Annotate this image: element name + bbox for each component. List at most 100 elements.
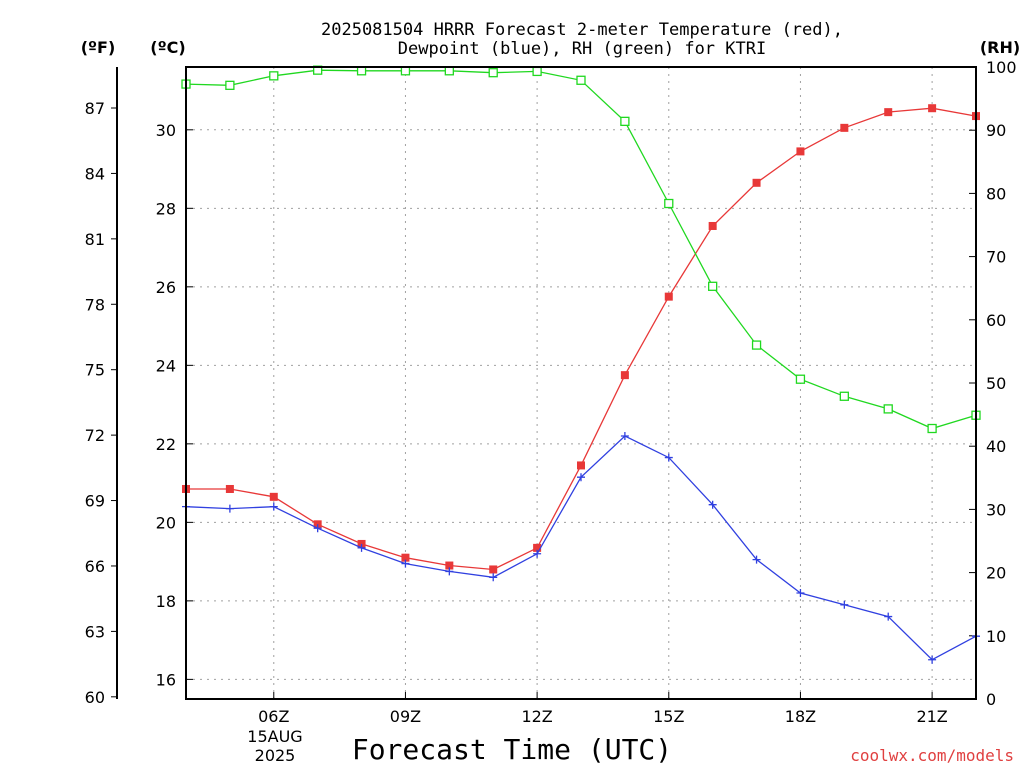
temperature-series	[182, 104, 980, 574]
fahrenheit-tick-label: 66	[85, 557, 105, 576]
time-axis: 06Z 09Z 12Z 15Z 18Z 21Z	[258, 692, 948, 726]
temperature-point	[796, 147, 805, 156]
rh-point	[927, 423, 937, 434]
temperature-point	[401, 553, 410, 562]
dewpoint-point	[269, 502, 278, 511]
dewpoint-point	[620, 431, 629, 440]
rh-point	[664, 198, 674, 209]
celsius-axis: 16 18 20 22 24 26 28 30	[156, 121, 193, 689]
dewpoint-point	[577, 473, 585, 482]
dewpoint-point	[445, 567, 454, 576]
celsius-tick-label: 28	[156, 199, 176, 218]
unit-label-celsius: (ºC)	[150, 38, 185, 57]
rh-point	[795, 374, 806, 384]
rh-point	[839, 391, 849, 401]
celsius-tick-label: 30	[156, 121, 176, 140]
fahrenheit-tick-label: 60	[85, 688, 105, 707]
dewpoint-point	[752, 555, 761, 564]
dewpoint-point	[884, 612, 893, 621]
rh-tick-label: 40	[986, 437, 1006, 456]
rh-tick-label: 30	[986, 500, 1006, 519]
rh-point	[751, 340, 762, 350]
fahrenheit-tick-label: 84	[85, 164, 105, 183]
fahrenheit-tick-label: 87	[85, 99, 105, 118]
dewpoint-point	[664, 453, 673, 462]
x-axis-label: Forecast Time (UTC)	[352, 733, 672, 766]
time-tick-label: 09Z	[390, 707, 421, 726]
celsius-tick-label: 16	[156, 670, 176, 689]
dewpoint-point	[357, 543, 366, 552]
plot-frame	[185, 66, 977, 700]
time-tick-label: 21Z	[916, 707, 947, 726]
celsius-tick-label: 20	[156, 513, 176, 532]
unit-label-fahrenheit: (ºF)	[81, 38, 116, 57]
dewpoint-line	[185, 435, 977, 661]
fahrenheit-tick-label: 78	[85, 295, 105, 314]
chart-title-line-1: 2025081504 HRRR Forecast 2-meter Tempera…	[321, 20, 843, 40]
temperature-point	[752, 178, 761, 187]
rh-point	[620, 116, 630, 127]
dewpoint-point	[313, 524, 322, 533]
rh-point	[225, 80, 235, 90]
rh-point	[532, 66, 542, 77]
rh-tick-label: 10	[986, 627, 1006, 646]
celsius-tick-label: 22	[156, 435, 176, 454]
dewpoint-point	[708, 500, 717, 509]
rh-point	[576, 75, 586, 85]
celsius-tick-label: 24	[156, 356, 176, 375]
fahrenheit-tick-label: 75	[85, 361, 105, 380]
temperature-point	[577, 461, 585, 470]
time-tick-label: 12Z	[521, 707, 552, 726]
rh-series	[181, 65, 981, 434]
dewpoint-point	[840, 600, 849, 609]
rh-tick-label: 60	[986, 311, 1006, 330]
chart-title-line-2: Dewpoint (blue), RH (green) for KTRI	[398, 39, 766, 59]
dewpoint-point	[489, 573, 498, 582]
temperature-line	[186, 107, 977, 571]
grid-lines	[186, 67, 976, 699]
temperature-point	[928, 104, 937, 113]
temperature-point	[664, 292, 673, 301]
rh-tick-label: 70	[986, 248, 1006, 267]
rh-line	[185, 69, 977, 430]
temperature-point	[269, 492, 278, 501]
temperature-point	[620, 371, 629, 380]
rh-point	[488, 68, 498, 78]
rh-tick-label: 80	[986, 184, 1006, 203]
dewpoint-point	[928, 655, 937, 664]
rh-tick-label: 20	[986, 564, 1006, 583]
rh-point	[708, 281, 718, 291]
rh-tick-label: 0	[986, 690, 996, 709]
temperature-point	[884, 108, 893, 117]
dewpoint-point	[796, 589, 805, 598]
dewpoint-point	[533, 549, 542, 558]
series-layer	[181, 65, 981, 664]
time-tick-label: 15Z	[653, 707, 684, 726]
dewpoint-series	[182, 431, 980, 664]
celsius-tick-label: 26	[156, 278, 176, 297]
credit-text: coolwx.com/models	[850, 746, 1014, 765]
rh-tick-label: 90	[986, 121, 1006, 140]
fahrenheit-axis: 60 63 66 69 72 75 78 81 84 87	[85, 99, 117, 707]
dewpoint-point	[401, 559, 410, 568]
date-label-day: 15AUG	[247, 727, 302, 746]
rh-tick-label: 50	[986, 374, 1006, 393]
temperature-point	[533, 543, 542, 552]
fahrenheit-tick-label: 63	[85, 622, 105, 641]
unit-label-rh: (RH)	[980, 38, 1020, 57]
date-label-year: 2025	[255, 746, 296, 765]
fahrenheit-tick-label: 69	[85, 492, 105, 511]
dewpoint-point	[225, 504, 234, 513]
celsius-tick-label: 18	[156, 592, 176, 611]
rh-point	[883, 404, 893, 414]
fahrenheit-tick-label: 81	[85, 230, 105, 249]
temperature-point	[708, 221, 717, 230]
rh-point	[269, 71, 279, 81]
rh-tick-label: 100	[986, 58, 1017, 77]
temperature-point	[225, 484, 234, 493]
temperature-point	[445, 561, 454, 570]
time-tick-label: 18Z	[785, 707, 816, 726]
temperature-point	[840, 123, 849, 132]
rh-axis: 0 10 20 30 40 50 60 70 80 90 100	[969, 58, 1017, 709]
